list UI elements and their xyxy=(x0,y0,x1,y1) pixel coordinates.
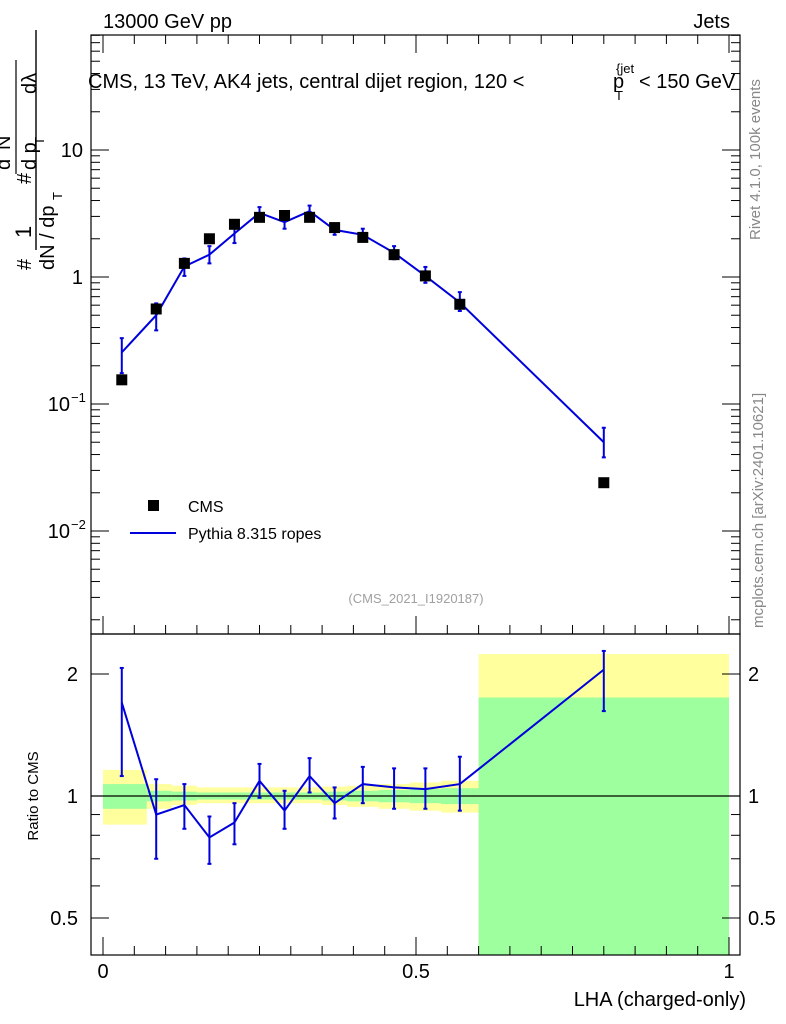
x-axis-label: LHA (charged-only) xyxy=(574,989,746,1011)
ylabel-den-sub: T xyxy=(32,137,47,145)
ratio-y-tick-label-right: 0.5 xyxy=(748,908,776,930)
x-tick-label: 0 xyxy=(97,961,108,983)
ratio-y-tick-label-right: 1 xyxy=(748,786,759,808)
ratio-y-tick-label-right: 2 xyxy=(748,664,759,686)
legend: CMS Pythia 8.315 ropes xyxy=(130,499,321,543)
legend-cms-marker xyxy=(148,500,159,511)
legend-cms-label: CMS xyxy=(188,499,224,516)
ylabel-d2n-d: d xyxy=(0,159,15,170)
cms-data-point xyxy=(150,303,162,315)
legend-mc-label: Pythia 8.315 ropes xyxy=(188,526,321,543)
title-sub: T xyxy=(615,88,623,103)
header-left: 13000 GeV pp xyxy=(103,11,232,33)
cms-data-point xyxy=(203,233,215,245)
cms-data-point xyxy=(304,211,316,223)
cms-data-point xyxy=(228,218,240,230)
mcplots-label: mcplots.cern.ch [arXiv:2401.10621] xyxy=(750,393,767,628)
title-sup: {jet xyxy=(616,61,634,76)
cms-data-point xyxy=(357,231,369,243)
cms-data-point xyxy=(178,257,190,269)
main-y-tick-label: 10 xyxy=(61,140,83,162)
ylabel-d2n-n: N xyxy=(0,136,15,150)
cms-data-point xyxy=(329,222,341,234)
main-plot-marks xyxy=(116,204,610,489)
ylabel-d2n-2: 2 xyxy=(0,151,3,158)
main-y-tick-label: 1 xyxy=(72,267,83,289)
ylabel-dl: dλ xyxy=(19,73,41,94)
green-band-bin xyxy=(478,697,729,955)
cms-data-point xyxy=(454,298,466,310)
ylabel-den: d p xyxy=(19,142,41,170)
header-right: Jets xyxy=(693,11,730,33)
ylabel-one: 1 xyxy=(11,226,36,238)
main-y-tick-exponent: −1 xyxy=(71,390,86,405)
main-y-tick-label: 10 xyxy=(48,394,70,416)
main-y-tick-exponent: −2 xyxy=(71,517,86,532)
main-frame xyxy=(90,34,741,635)
analysis-id: (CMS_2021_I1920187) xyxy=(348,591,483,606)
rivet-label: Rivet 4.1.0, 100k events xyxy=(747,79,764,240)
cms-data-point xyxy=(598,477,610,489)
ylabel-hash-1: # xyxy=(14,258,36,270)
ratio-y-tick-label: 1 xyxy=(67,786,78,808)
main-y-tick-label: 10 xyxy=(48,521,70,543)
title-p: p xyxy=(613,71,624,93)
cms-data-point xyxy=(388,249,400,261)
cms-data-point xyxy=(419,270,431,282)
x-tick-label: 1 xyxy=(723,961,734,983)
x-tick-label: 0.5 xyxy=(402,961,430,983)
ylabel-num-sub: T xyxy=(50,192,65,200)
ratio-y-axis-label: Ratio to CMS xyxy=(25,751,42,840)
ylabel-num: dN / dp xyxy=(37,206,59,270)
ratio-series-line xyxy=(120,668,605,839)
ratio-uncertainty-bands xyxy=(103,654,729,955)
main-y-axis-label: # 1 dN / dp T # d 2 N d p T dλ xyxy=(0,30,65,270)
cms-data-point xyxy=(116,374,128,386)
cms-data-point xyxy=(254,211,265,223)
title-tail: < 150 GeV xyxy=(639,71,736,93)
cms-data-point xyxy=(279,209,291,221)
ratio-y-tick-label: 2 xyxy=(67,664,78,686)
title-main: CMS, 13 TeV, AK4 jets, central dijet reg… xyxy=(88,71,524,93)
plot-title: CMS, 13 TeV, AK4 jets, central dijet reg… xyxy=(88,61,736,103)
axes xyxy=(90,34,741,956)
ylabel-hash-2: # xyxy=(14,172,36,184)
ratio-plot-marks xyxy=(119,649,606,865)
mc-series-line xyxy=(121,209,605,443)
ratio-y-tick-label: 0.5 xyxy=(50,908,78,930)
